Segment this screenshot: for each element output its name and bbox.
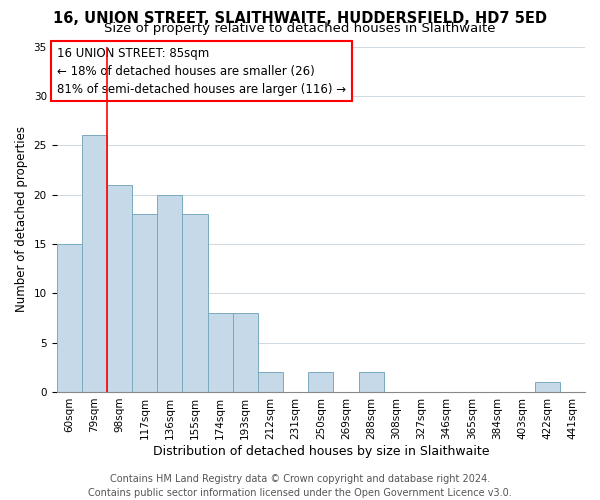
Y-axis label: Number of detached properties: Number of detached properties <box>15 126 28 312</box>
Text: Contains HM Land Registry data © Crown copyright and database right 2024.
Contai: Contains HM Land Registry data © Crown c… <box>88 474 512 498</box>
Bar <box>132 214 157 392</box>
Bar <box>359 372 383 392</box>
Bar <box>157 194 182 392</box>
Text: 16 UNION STREET: 85sqm
← 18% of detached houses are smaller (26)
81% of semi-det: 16 UNION STREET: 85sqm ← 18% of detached… <box>56 46 346 96</box>
Bar <box>107 184 132 392</box>
Bar <box>535 382 560 392</box>
Text: Size of property relative to detached houses in Slaithwaite: Size of property relative to detached ho… <box>104 22 496 35</box>
Bar <box>233 313 258 392</box>
Bar <box>82 136 107 392</box>
Bar <box>308 372 334 392</box>
X-axis label: Distribution of detached houses by size in Slaithwaite: Distribution of detached houses by size … <box>152 444 489 458</box>
Bar <box>258 372 283 392</box>
Bar <box>208 313 233 392</box>
Bar <box>182 214 208 392</box>
Bar <box>56 244 82 392</box>
Text: 16, UNION STREET, SLAITHWAITE, HUDDERSFIELD, HD7 5ED: 16, UNION STREET, SLAITHWAITE, HUDDERSFI… <box>53 11 547 26</box>
